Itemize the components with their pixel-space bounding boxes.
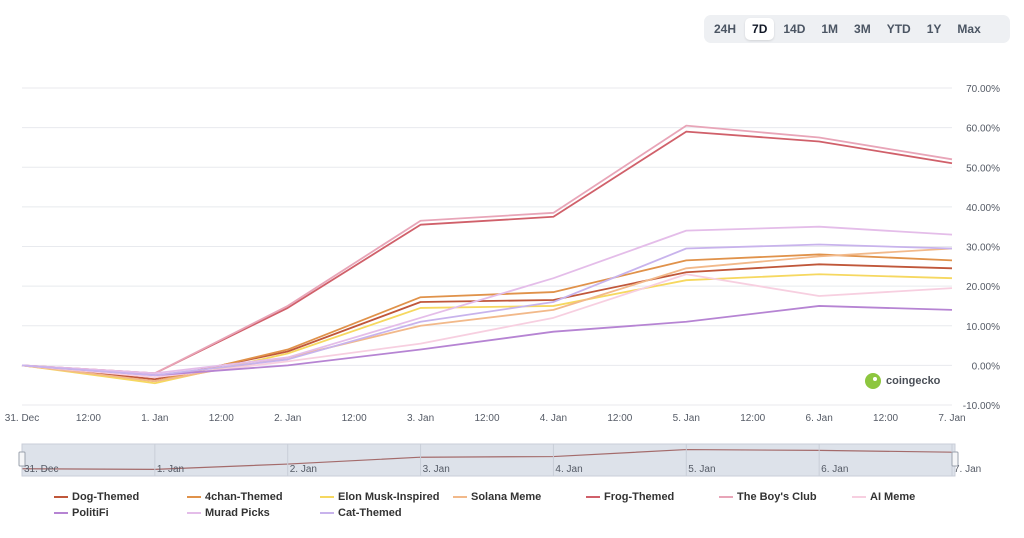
legend-swatch bbox=[320, 512, 334, 514]
legend-label: Frog-Themed bbox=[604, 491, 675, 503]
legend-swatch bbox=[54, 512, 68, 514]
legend-swatch bbox=[453, 496, 467, 498]
x-tick-label: 12:00 bbox=[342, 413, 367, 424]
coingecko-watermark: coingecko bbox=[865, 373, 940, 389]
navigator-label: 2. Jan bbox=[290, 464, 317, 475]
series-line-frog-themed bbox=[21, 130, 953, 375]
range-button-1m[interactable]: 1M bbox=[821, 22, 839, 36]
navigator-label: 3. Jan bbox=[423, 464, 450, 475]
legend-label: Solana Meme bbox=[471, 491, 542, 503]
y-tick-label: 0.00% bbox=[972, 361, 1000, 372]
navigator-label: 1. Jan bbox=[157, 464, 184, 475]
legend-label: Cat-Themed bbox=[338, 507, 402, 519]
navigator-label: 31. Dec bbox=[24, 464, 58, 475]
legend-item[interactable]: Frog-Themed bbox=[586, 490, 719, 504]
coingecko-logo-icon bbox=[865, 373, 881, 389]
navigator-window bbox=[21, 443, 956, 477]
chart-legend: Dog-Themed 4chan-Themed Elon Musk-Inspired… bbox=[54, 490, 974, 520]
series-line-the-boy-s-club bbox=[21, 124, 953, 375]
legend-item[interactable]: Solana Meme bbox=[453, 490, 586, 504]
range-button-1y[interactable]: 1Y bbox=[926, 22, 942, 36]
legend-swatch bbox=[187, 496, 201, 498]
series-line-dog-themed bbox=[21, 263, 953, 381]
range-button-max[interactable]: Max bbox=[957, 22, 981, 36]
legend-item[interactable]: PolitiFi bbox=[54, 506, 187, 520]
x-tick-label: 6. Jan bbox=[806, 413, 833, 424]
y-tick-label: 40.00% bbox=[966, 203, 1000, 214]
time-range-selector: 24H 7D 14D 1M 3M YTD 1Y Max bbox=[704, 15, 1010, 43]
legend-swatch bbox=[320, 496, 334, 498]
x-tick-label: 12:00 bbox=[209, 413, 234, 424]
legend-label: The Boy's Club bbox=[737, 491, 817, 503]
x-tick-label: 12:00 bbox=[474, 413, 499, 424]
range-button-7d[interactable]: 7D bbox=[745, 18, 775, 40]
x-tick-label: 5. Jan bbox=[673, 413, 700, 424]
series-line-cat-themed bbox=[21, 243, 953, 377]
series-line-solana-meme bbox=[21, 247, 953, 383]
y-tick-label: 70.00% bbox=[966, 84, 1000, 95]
navigator-series-line bbox=[21, 448, 953, 471]
legend-item[interactable]: Cat-Themed bbox=[320, 506, 453, 520]
x-tick-label: 4. Jan bbox=[540, 413, 567, 424]
y-tick-label: 60.00% bbox=[966, 124, 1000, 135]
legend-item[interactable]: The Boy's Club bbox=[719, 490, 852, 504]
navigator-label: 4. Jan bbox=[555, 464, 582, 475]
navigator-label: 5. Jan bbox=[688, 464, 715, 475]
x-tick-label: 12:00 bbox=[740, 413, 765, 424]
x-tick-label: 12:00 bbox=[873, 413, 898, 424]
x-tick-label: 12:00 bbox=[607, 413, 632, 424]
series-line-murad-picks bbox=[21, 225, 953, 375]
brand-name: coingecko bbox=[886, 375, 941, 387]
y-tick-label: 10.00% bbox=[966, 322, 1000, 333]
legend-swatch bbox=[586, 496, 600, 498]
legend-item[interactable]: 4chan-Themed bbox=[187, 490, 320, 504]
legend-label: Elon Musk-Inspired bbox=[338, 491, 440, 503]
y-tick-label: 20.00% bbox=[966, 282, 1000, 293]
range-button-ytd[interactable]: YTD bbox=[886, 22, 911, 36]
legend-label: AI Meme bbox=[870, 491, 916, 503]
range-button-3m[interactable]: 3M bbox=[854, 22, 871, 36]
series-line-4chan-themed bbox=[21, 253, 953, 383]
range-button-14d[interactable]: 14D bbox=[783, 22, 806, 36]
legend-item[interactable]: AI Meme bbox=[852, 490, 985, 504]
y-tick-label: 30.00% bbox=[966, 243, 1000, 254]
legend-item[interactable]: Elon Musk-Inspired bbox=[320, 490, 453, 504]
legend-label: Murad Picks bbox=[205, 507, 270, 519]
navigator-label: 7. Jan bbox=[954, 464, 981, 475]
y-tick-label: 50.00% bbox=[966, 163, 1000, 174]
x-tick-label: 2. Jan bbox=[274, 413, 301, 424]
navigator-label: 6. Jan bbox=[821, 464, 848, 475]
legend-swatch bbox=[719, 496, 733, 498]
legend-swatch bbox=[54, 496, 68, 498]
x-tick-label: 31. Dec bbox=[5, 413, 39, 424]
legend-item[interactable]: Murad Picks bbox=[187, 506, 320, 520]
navigator-left-handle[interactable] bbox=[18, 451, 26, 467]
legend-label: 4chan-Themed bbox=[205, 491, 283, 503]
x-tick-label: 3. Jan bbox=[407, 413, 434, 424]
range-button-24h[interactable]: 24H bbox=[714, 22, 737, 36]
legend-swatch bbox=[852, 496, 866, 498]
legend-label: PolitiFi bbox=[72, 507, 109, 519]
series-line-elon-musk-inspired bbox=[21, 273, 953, 385]
legend-label: Dog-Themed bbox=[72, 491, 140, 503]
x-tick-label: 7. Jan bbox=[938, 413, 965, 424]
series-line-politifi bbox=[21, 305, 953, 377]
legend-item[interactable]: Dog-Themed bbox=[54, 490, 187, 504]
x-tick-label: 12:00 bbox=[76, 413, 101, 424]
y-tick-label: -10.00% bbox=[963, 401, 1000, 412]
navigator-right-handle[interactable] bbox=[951, 451, 959, 467]
series-line-ai-meme bbox=[21, 273, 953, 379]
x-tick-label: 1. Jan bbox=[141, 413, 168, 424]
legend-swatch bbox=[187, 512, 201, 514]
